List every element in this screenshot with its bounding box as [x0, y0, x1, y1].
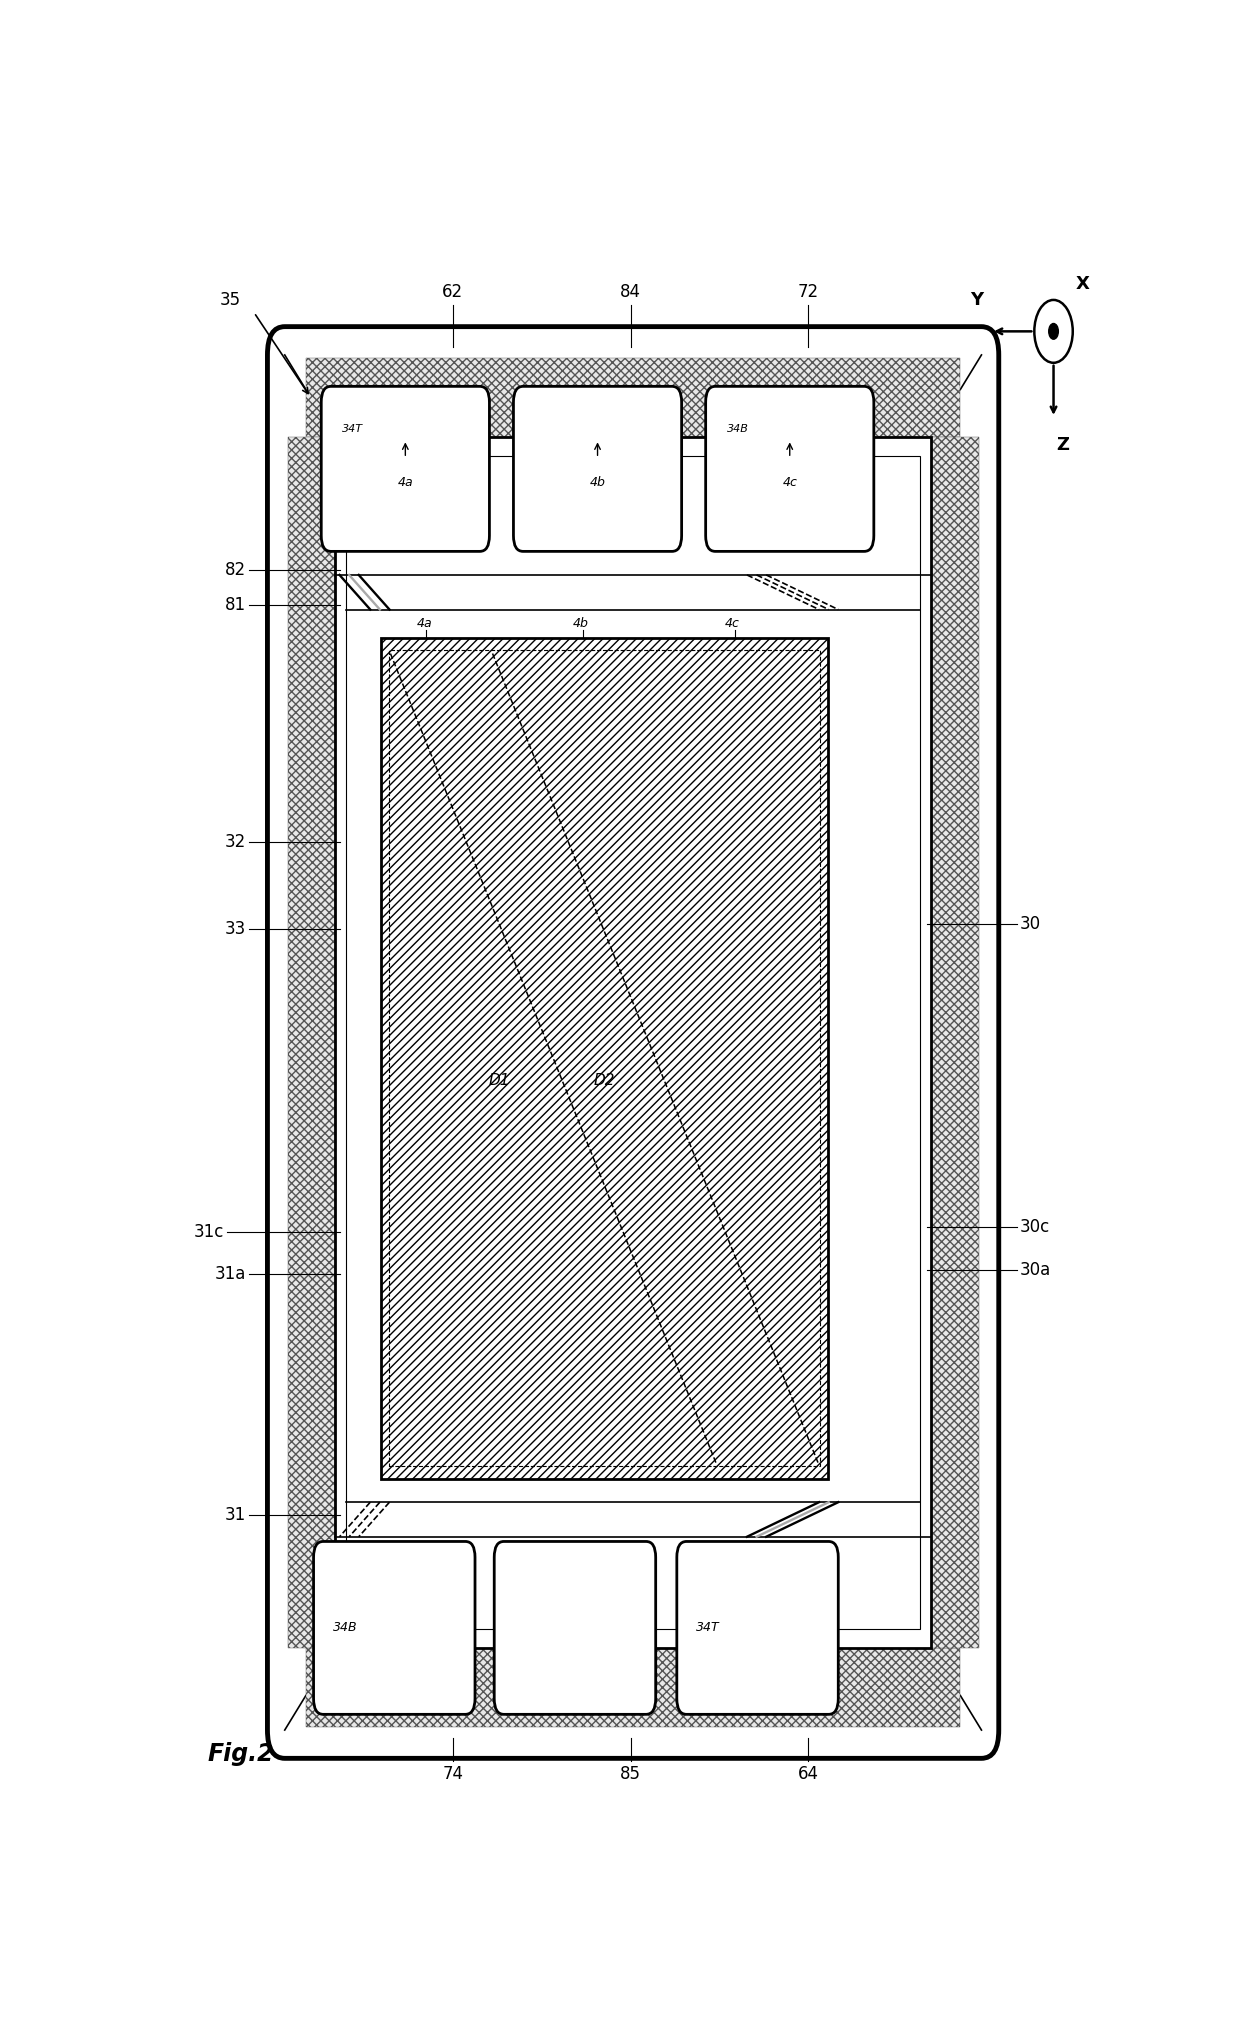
- Bar: [381, 637, 828, 1478]
- Bar: [335, 437, 931, 1649]
- Text: 84: 84: [620, 284, 641, 302]
- FancyBboxPatch shape: [677, 1541, 838, 1714]
- Bar: [306, 1649, 960, 1727]
- Text: 34T: 34T: [342, 425, 363, 435]
- Bar: [288, 437, 335, 1649]
- Text: 4c: 4c: [782, 476, 797, 488]
- Text: 33: 33: [224, 920, 247, 937]
- Text: 35: 35: [219, 292, 241, 308]
- FancyBboxPatch shape: [268, 327, 998, 1759]
- Text: 82: 82: [226, 561, 247, 580]
- Bar: [388, 651, 820, 1465]
- FancyBboxPatch shape: [314, 1541, 475, 1714]
- FancyBboxPatch shape: [706, 386, 874, 551]
- Text: 32: 32: [224, 833, 247, 851]
- Bar: [931, 437, 978, 1649]
- Text: 4b: 4b: [589, 476, 605, 488]
- Text: 31a: 31a: [215, 1265, 247, 1284]
- Bar: [346, 455, 920, 1629]
- FancyBboxPatch shape: [513, 386, 682, 551]
- Text: 30a: 30a: [1019, 1261, 1052, 1278]
- Text: Z: Z: [1056, 435, 1070, 453]
- Text: 31c: 31c: [193, 1223, 224, 1241]
- Text: 64: 64: [799, 1765, 818, 1784]
- Text: 4a: 4a: [417, 616, 433, 631]
- FancyBboxPatch shape: [321, 386, 490, 551]
- Text: X: X: [1075, 276, 1089, 294]
- Text: 31: 31: [224, 1506, 247, 1525]
- Text: Fig.2: Fig.2: [208, 1741, 274, 1765]
- Text: 34B: 34B: [332, 1621, 357, 1635]
- Text: 81: 81: [226, 596, 247, 614]
- FancyBboxPatch shape: [495, 1541, 656, 1714]
- Text: 4b: 4b: [573, 616, 589, 631]
- Text: 72: 72: [797, 284, 820, 302]
- Text: 74: 74: [443, 1765, 464, 1784]
- Bar: [306, 357, 960, 437]
- Text: 62: 62: [443, 284, 464, 302]
- Text: 34T: 34T: [696, 1621, 719, 1635]
- Text: Y: Y: [970, 292, 983, 308]
- Text: 4a: 4a: [398, 476, 413, 488]
- Circle shape: [1049, 325, 1059, 339]
- Text: 4c: 4c: [725, 616, 740, 631]
- Text: D2: D2: [594, 1074, 615, 1088]
- Text: 34B: 34B: [727, 425, 749, 435]
- Bar: [381, 637, 828, 1478]
- Text: D1: D1: [489, 1074, 510, 1088]
- Text: 30c: 30c: [1019, 1218, 1050, 1237]
- Text: 30: 30: [1019, 914, 1042, 933]
- Text: 85: 85: [620, 1765, 641, 1784]
